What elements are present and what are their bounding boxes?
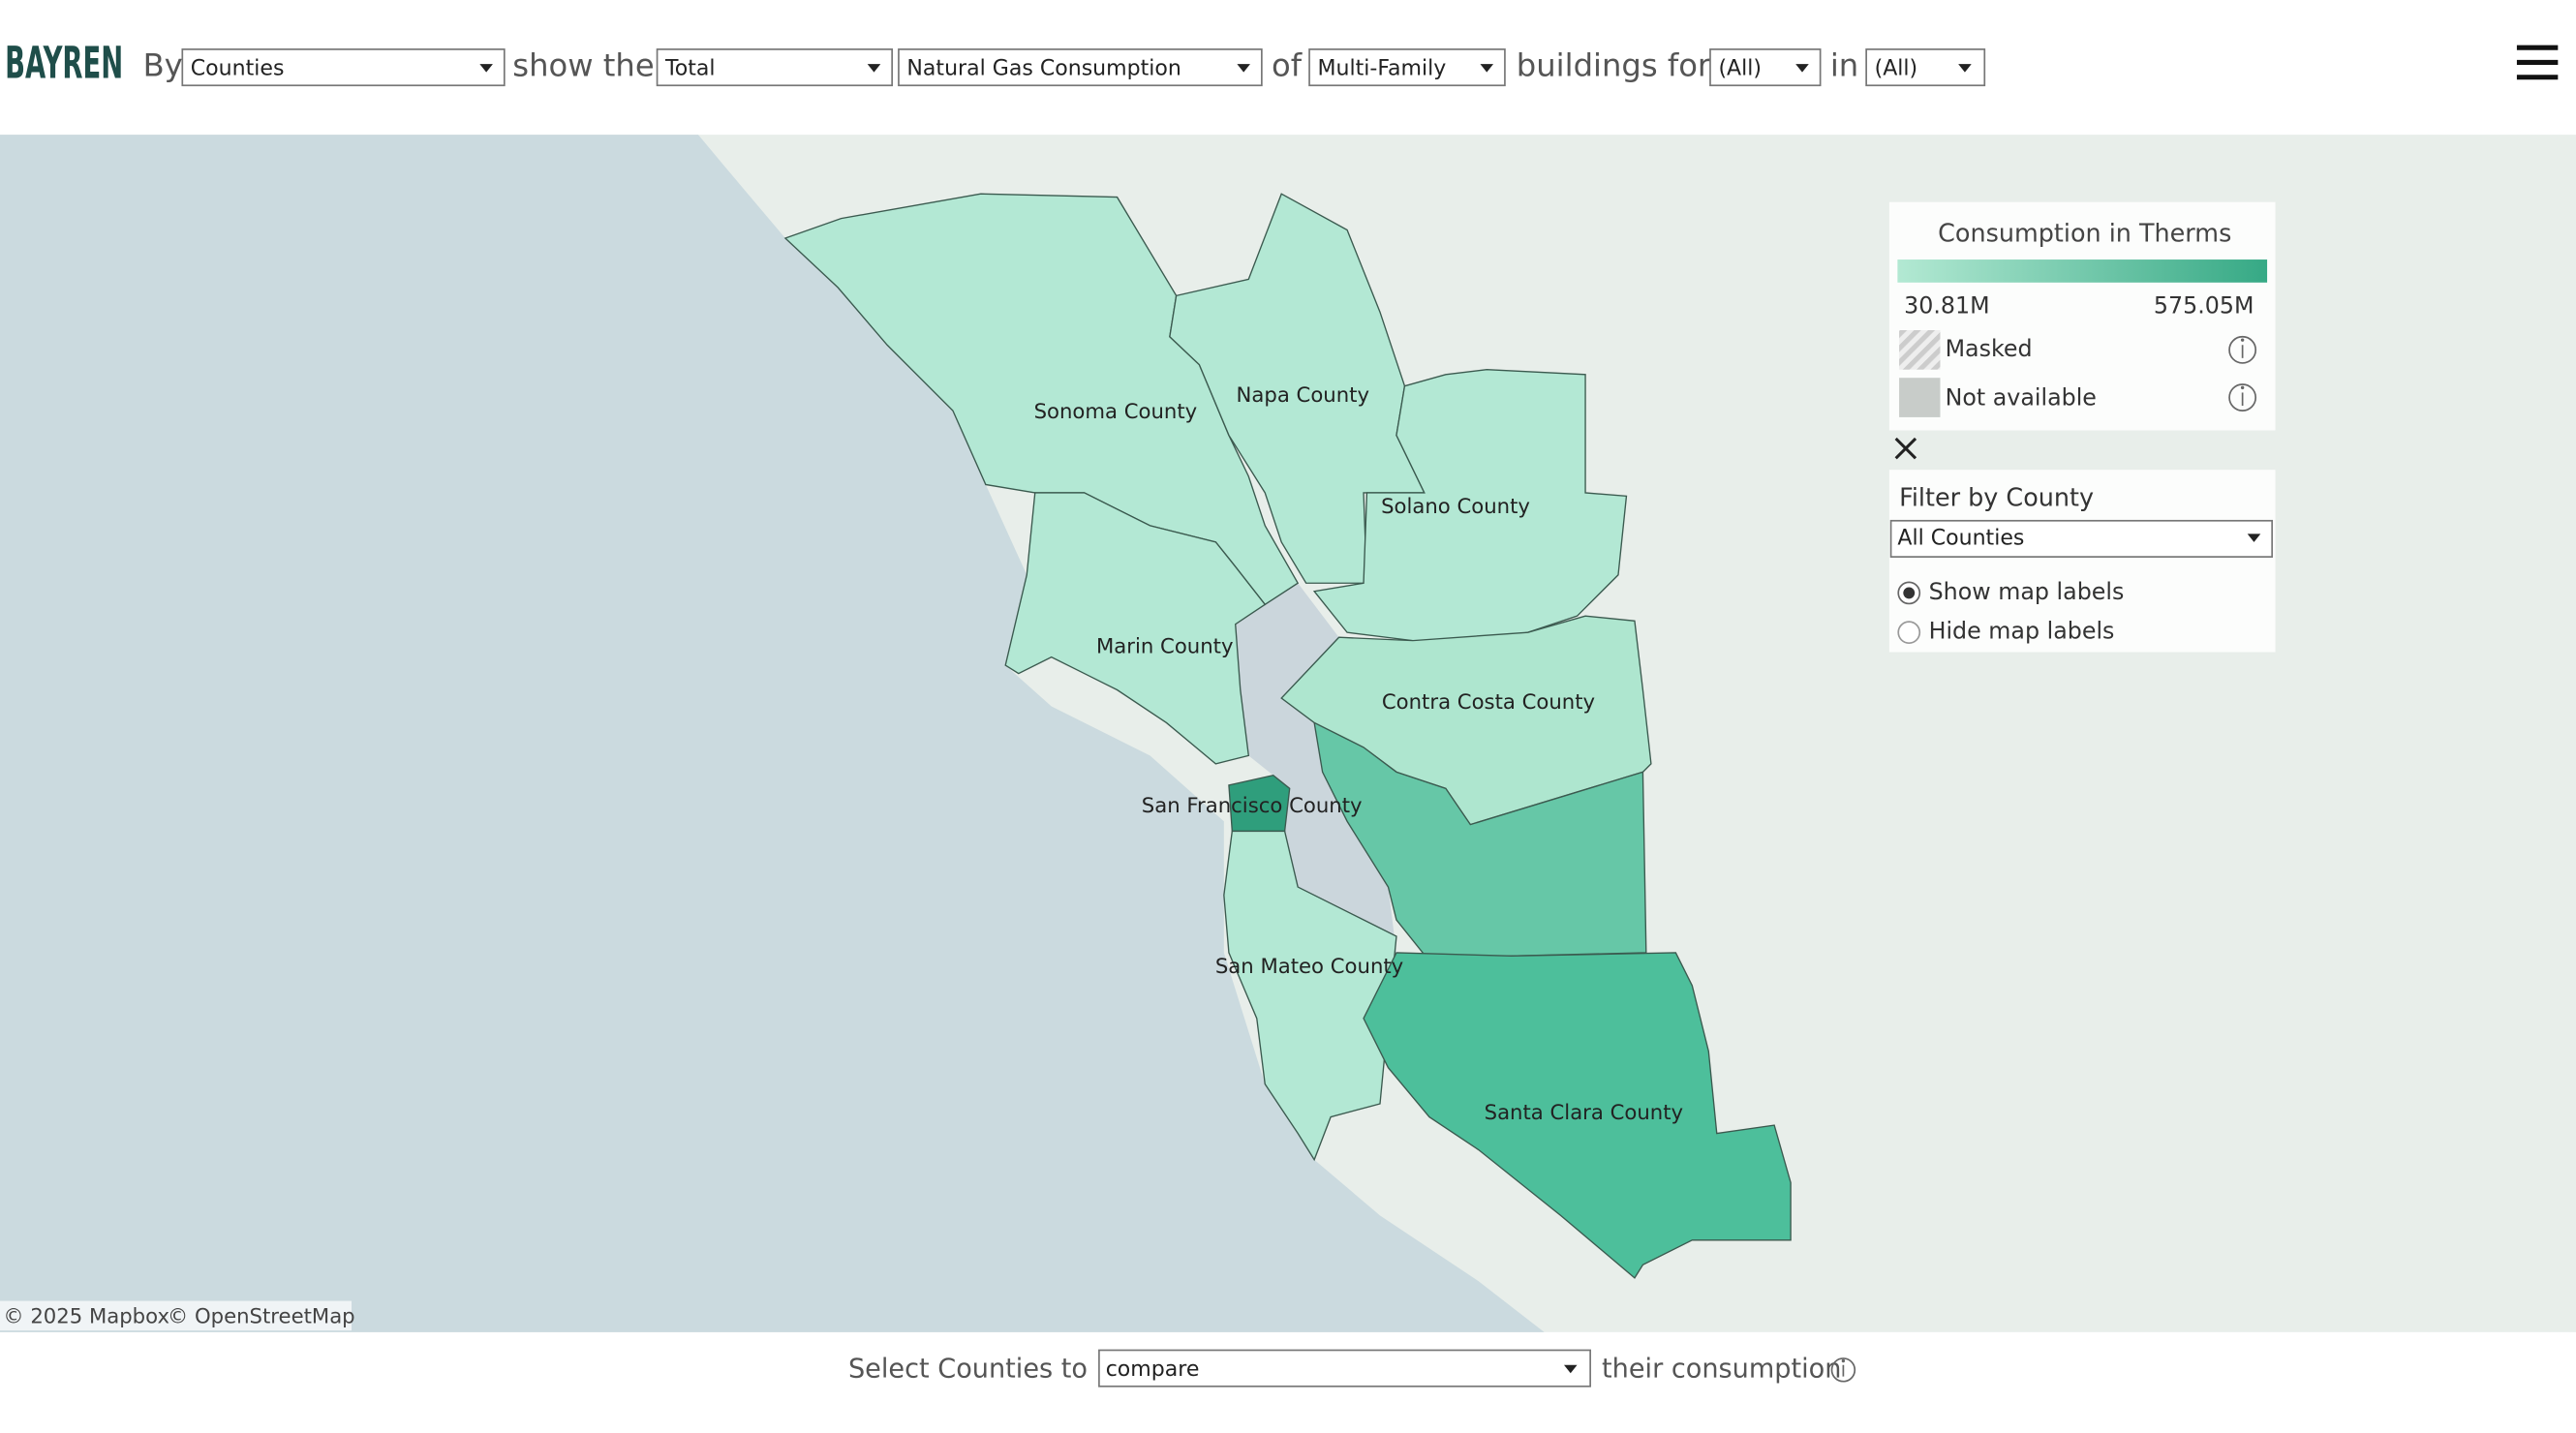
county-napa[interactable] [1169,193,1426,584]
dropdown-arrow [1480,64,1494,73]
legend-panel [1888,201,2276,431]
dropdown-value: compare [1106,1357,1200,1382]
dropdown-arrow [1795,64,1809,73]
dropdown-arrow [2247,534,2261,542]
dropdown[interactable] [898,48,1263,87]
label: in [1830,47,1858,84]
radio[interactable]: Show map labels [1897,578,2125,605]
legend-title: Consumption in Therms [1938,219,2231,248]
close-button[interactable] [1894,437,1917,460]
radio-label: Show map labels [1929,578,2125,605]
map-label: Sonoma County [1034,399,1198,423]
dropdown-arrow [1564,1364,1578,1374]
dropdown-arrow [479,64,493,73]
label: show the [512,47,654,84]
dropdown-arrow [1958,64,1972,73]
map-label: Napa County [1237,382,1369,407]
label: their consumption [1602,1354,1841,1384]
county-marin[interactable] [1004,492,1267,765]
legend-max: 575.05M [2154,292,2254,320]
dropdown-value: Counties [191,56,285,80]
dropdown-value: (All) [1718,56,1762,80]
info-icon[interactable] [2228,335,2257,364]
attribution[interactable]: © 2025 Mapbox [3,1304,169,1328]
radio-label: Hide map labels [1929,618,2115,645]
menu-button[interactable] [2516,45,2559,80]
footer: Select Counties to compare their consump… [848,1349,1856,1387]
legend-item: Not available [1946,384,2097,412]
header: BAYREN By Counties show the Total Natura… [5,36,2559,88]
info-icon[interactable] [2228,383,2257,412]
na-swatch [1899,378,1941,417]
masked-swatch [1899,329,1941,370]
bay [1235,566,1396,953]
legend: Consumption in Therms 30.81M 575.05M Mas… [1888,201,2276,653]
dropdown[interactable] [1098,1349,1591,1387]
dropdown[interactable] [181,48,506,87]
dropdown[interactable] [656,48,894,87]
dropdown[interactable] [1865,48,1986,87]
ocean [0,135,1545,1332]
label: buildings for [1517,47,1711,84]
radio[interactable]: Hide map labels [1897,618,2115,645]
map-label: Solano County [1381,494,1530,518]
dropdown-value: Total [664,56,715,80]
county-san-francisco[interactable] [1228,774,1291,833]
label: By [143,47,183,84]
map-label: Marin County [1096,633,1234,657]
county-santa-clara[interactable] [1363,952,1792,1279]
map-label: Santa Clara County [1485,1100,1683,1124]
attribution-bg [0,1300,353,1331]
filter-panel [1888,470,2276,653]
dropdown-value: All Counties [1897,526,2024,550]
map-label: Contra Costa County [1382,689,1595,714]
color-scale [1897,259,2268,283]
map-label: San Francisco County [1142,793,1363,817]
dropdown-value: (All) [1875,56,1918,80]
legend-item: Masked [1946,335,2033,362]
map-label: San Mateo County [1215,954,1403,978]
info-icon[interactable] [1830,1357,1856,1383]
dropdown-arrow [867,64,881,73]
dropdown[interactable] [1889,519,2274,558]
dropdown-value: Multi-Family [1318,56,1447,80]
dropdown[interactable] [1308,48,1506,87]
label: Select Counties to [848,1354,1088,1384]
dropdown-value: Natural Gas Consumption [906,56,1181,80]
attribution[interactable]: © OpenStreetMap [168,1304,355,1328]
label: of [1272,47,1303,84]
logo[interactable]: BAYREN [5,36,123,88]
dropdown-arrow [1237,64,1250,73]
county-san-mateo[interactable] [1223,830,1397,1162]
legend-min: 30.81M [1904,292,1989,320]
filter-title: Filter by County [1899,483,2094,512]
county-sonoma[interactable] [783,193,1300,606]
